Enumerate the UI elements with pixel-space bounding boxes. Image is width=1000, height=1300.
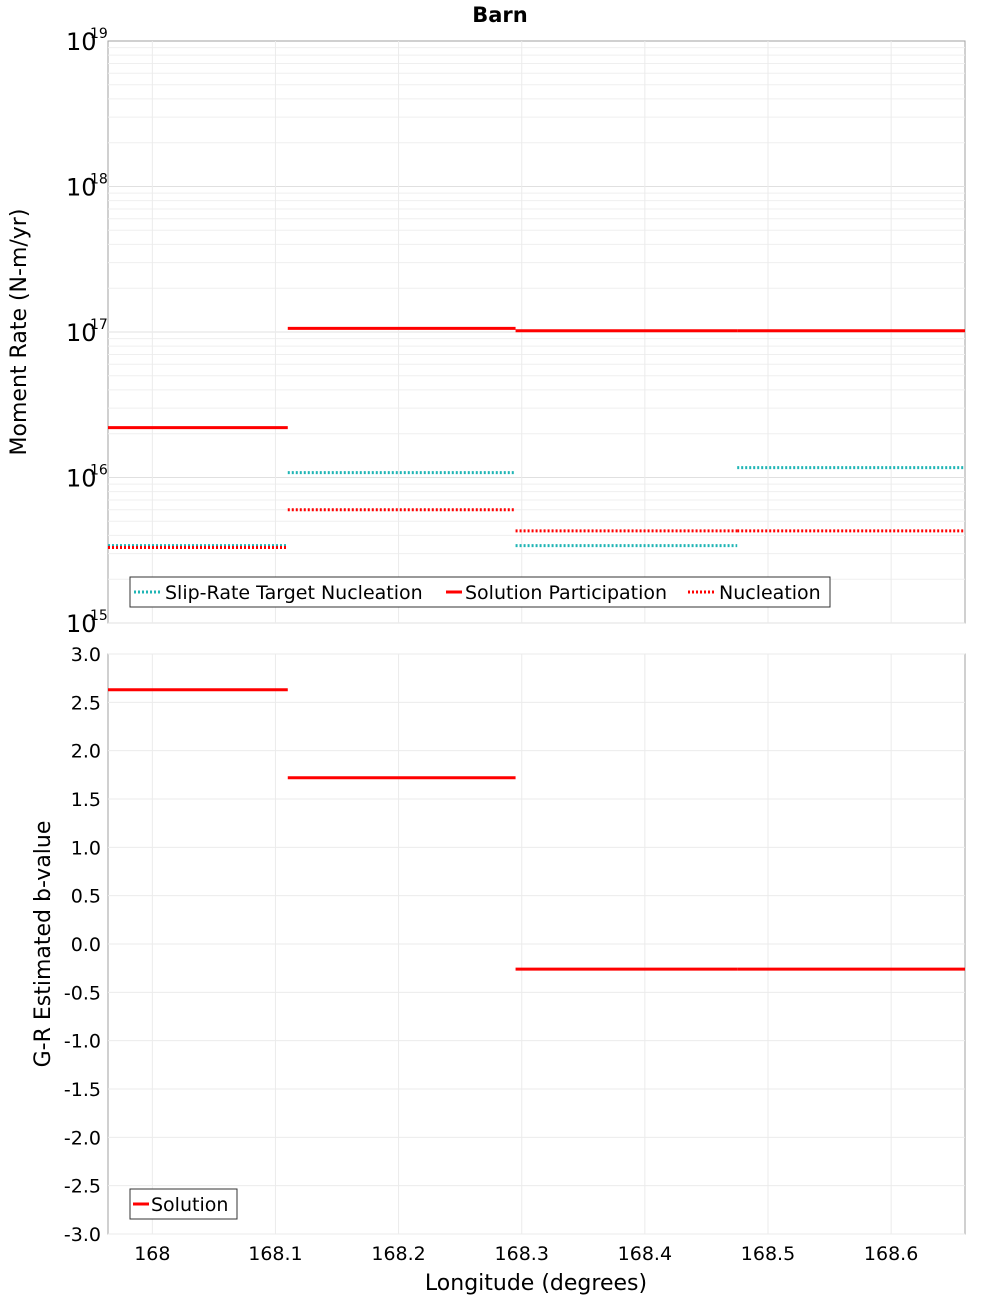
top-y-axis-label: Moment Rate (N-m/yr) xyxy=(7,209,32,456)
bottom-legend: Solution xyxy=(129,1188,238,1220)
bottom-y-tick-label: -1.0 xyxy=(64,1031,101,1053)
top-y-tick-exponent: 16 xyxy=(90,463,108,479)
bottom-series-group xyxy=(108,688,965,971)
bottom-y-tick-label: -1.5 xyxy=(64,1079,101,1101)
x-tick-label: 168.5 xyxy=(741,1243,795,1265)
bottom-y-tick-label: -3.0 xyxy=(64,1224,101,1246)
x-tick-label: 168.1 xyxy=(248,1243,302,1265)
bottom-x-tick-labels: 168 168.1 168.2 168.3 168.4 168.5 168.6 xyxy=(134,1243,918,1265)
bottom-gridlines xyxy=(108,653,965,1235)
x-tick-label: 168.4 xyxy=(618,1243,672,1265)
top-y-tick-label: 10 xyxy=(66,174,97,202)
top-y-tick-label: 10 xyxy=(66,610,97,638)
bottom-plot: 3.0 2.5 2.0 1.5 1.0 0.5 0.0 -0.5 -1.0 -1.5 -2.0 -2.… xyxy=(31,644,966,1296)
bottom-y-tick-label: 2.0 xyxy=(71,741,101,763)
top-y-tick-exponent: 19 xyxy=(90,26,108,42)
x-tick-label: 168.3 xyxy=(495,1243,549,1265)
legend-label-slip-rate-target: Slip-Rate Target Nucleation xyxy=(165,582,423,604)
top-legend: Slip-Rate Target Nucleation Solution Par… xyxy=(129,576,831,608)
x-tick-label: 168 xyxy=(134,1243,170,1265)
bottom-y-tick-label: 2.5 xyxy=(71,692,101,714)
bottom-y-tick-label: -2.0 xyxy=(64,1127,101,1149)
x-tick-label: 168.2 xyxy=(371,1243,425,1265)
top-y-tick-label: 10 xyxy=(66,28,97,56)
top-y-tick-label: 10 xyxy=(66,319,97,347)
top-y-tick-label: 10 xyxy=(66,465,97,493)
bottom-y-tick-label: 0.5 xyxy=(71,886,101,908)
x-axis-label: Longitude (degrees) xyxy=(425,1271,647,1296)
bottom-y-tick-label: -2.5 xyxy=(64,1176,101,1198)
top-y-tick-exponent: 17 xyxy=(90,317,108,333)
bottom-y-tick-labels: 3.0 2.5 2.0 1.5 1.0 0.5 0.0 -0.5 -1.0 -1.5 -2.0 -2.… xyxy=(64,644,101,1246)
bottom-y-tick-label: -0.5 xyxy=(64,982,101,1004)
bottom-y-tick-label: 1.5 xyxy=(71,789,101,811)
top-y-tick-exponent: 15 xyxy=(90,608,108,624)
chart-title: Barn xyxy=(472,3,527,27)
bottom-y-tick-label: 3.0 xyxy=(71,644,101,666)
legend-label-nucleation: Nucleation xyxy=(719,582,821,604)
x-tick-label: 168.6 xyxy=(864,1243,918,1265)
top-y-tick-exponent: 18 xyxy=(90,172,108,188)
bottom-y-tick-label: 1.0 xyxy=(71,837,101,859)
bottom-y-tick-label: 0.0 xyxy=(71,934,101,956)
bottom-y-axis-label: G-R Estimated b-value xyxy=(31,821,56,1068)
legend-label-solution: Solution xyxy=(151,1194,228,1216)
top-series-group xyxy=(108,326,965,550)
legend-label-solution-participation: Solution Participation xyxy=(465,582,667,604)
